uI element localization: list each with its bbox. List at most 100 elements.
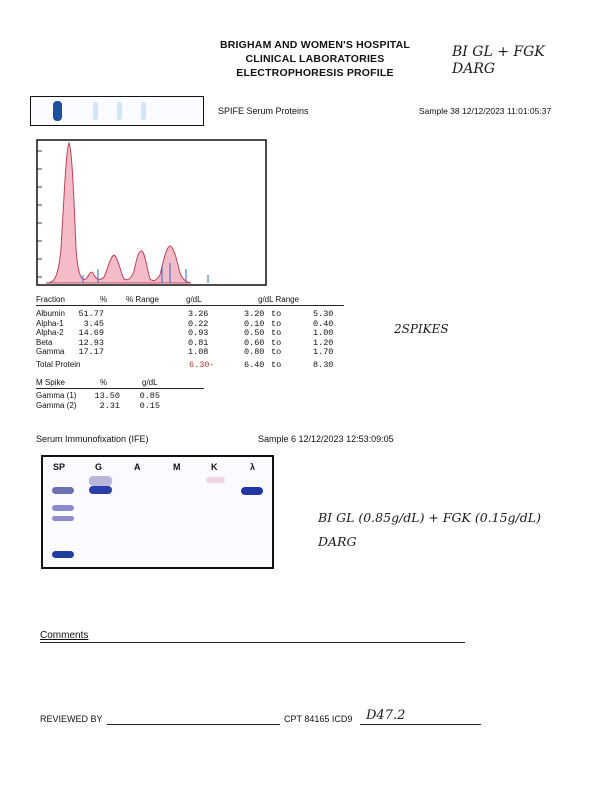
mspike-percent: 2.31: [99, 400, 120, 411]
sp-band: [52, 487, 74, 494]
sp-band: [52, 505, 74, 511]
col-mspike-percent: %: [100, 378, 108, 387]
fraction-row: Alpha-2 14.69 0.93 0.50 to 1.00: [36, 328, 346, 338]
reviewed-by-label: REVIEWED BY: [40, 714, 103, 724]
lane-a-label: A: [134, 462, 141, 472]
sp-band: [52, 551, 74, 558]
total-hi: 8.30: [313, 360, 334, 370]
fraction-range-to: to: [271, 337, 282, 348]
fraction-name: Alpha-1: [36, 318, 64, 328]
spife-title: SPIFE Serum Proteins: [218, 106, 309, 116]
faint-band: [117, 102, 122, 120]
fraction-percent: 12.93: [78, 337, 104, 348]
lambda-band: [241, 487, 263, 495]
col-percent-range: % Range: [126, 295, 159, 304]
fraction-row: Albumin 51.77 3.26 3.20 to 5.30: [36, 309, 346, 319]
fraction-range-high: 1.20: [313, 337, 334, 348]
ife-gel: SP G A M K λ: [41, 455, 274, 569]
fraction-range-low: 0.80: [244, 347, 265, 357]
lane-lambda-label: λ: [250, 462, 256, 472]
fraction-row: Gamma 17.17 1.08 0.80 to 1.70: [36, 347, 346, 357]
fraction-range-high: 1.70: [313, 347, 334, 357]
comments-line: [40, 642, 465, 643]
reviewed-by-line[interactable]: [107, 724, 280, 725]
fraction-range-low: 0.10: [244, 318, 265, 329]
ife-title: Serum Immunofixation (IFE): [36, 434, 149, 444]
mspike-rule: [36, 388, 204, 389]
densitometry-scan: [36, 139, 267, 286]
fraction-gdl: 0.93: [188, 328, 209, 338]
fraction-markers: [82, 263, 209, 283]
fraction-percent: 14.69: [78, 328, 104, 338]
total-to: to: [271, 360, 282, 370]
total-lo: 6.40: [244, 360, 265, 370]
fraction-range-high: 5.30: [313, 309, 334, 319]
albumin-band: [53, 101, 62, 121]
col-mspike: M Spike: [36, 378, 65, 387]
handwritten-2spikes: 2SPIKES: [394, 322, 449, 336]
fraction-row: Beta 12.93 0.81 0.60 to 1.20: [36, 337, 346, 348]
report-title: ELECTROPHORESIS PROFILE: [236, 67, 394, 79]
fraction-name: Albumin: [36, 309, 65, 318]
icd-line[interactable]: [360, 724, 481, 725]
fraction-percent: 51.77: [78, 309, 104, 319]
fraction-table-header: Fraction % % Range g/dL g/dL Range: [36, 295, 346, 304]
mspike-name: Gamma (1): [36, 391, 77, 400]
mspike-percent: 13.50: [94, 391, 120, 401]
ife-handnote-line-1: BI GL (0.85g/dL) + FGK (0.15g/dL): [318, 510, 541, 525]
col-mspike-gdl: g/dL: [142, 378, 158, 387]
handwritten-diagnosis: BI GL + FGK DARG: [452, 44, 545, 78]
mspike-header: M Spike % g/dL: [36, 378, 206, 387]
fraction-range-low: 3.20: [244, 309, 265, 319]
fraction-percent: 17.17: [78, 347, 104, 357]
total-label: Total Protein: [36, 360, 81, 369]
fraction-gdl: 0.22: [188, 318, 209, 329]
mspike-gdl: 0.85: [139, 391, 160, 401]
icd-code-handwritten: D47.2: [366, 708, 406, 723]
total-gdl: 6.30-: [189, 360, 215, 370]
fraction-percent: 3.45: [83, 318, 104, 329]
fraction-range-to: to: [271, 309, 282, 319]
sp-band: [52, 516, 74, 521]
hospital-name: BRIGHAM AND WOMEN'S HOSPITAL: [219, 39, 411, 51]
col-percent: %: [100, 295, 108, 304]
lane-m-label: M: [173, 462, 181, 472]
fraction-name: Beta: [36, 337, 53, 347]
fraction-name: Alpha-2: [36, 328, 64, 337]
fraction-gdl: 0.81: [188, 337, 209, 348]
spife-sample-info: Sample 38 12/12/2023 11:01:05:37: [419, 106, 552, 116]
col-gdl-range: g/dL Range: [258, 295, 300, 304]
report-header: BRIGHAM AND WOMEN'S HOSPITAL CLINICAL LA…: [170, 38, 460, 80]
fraction-range-high: 0.40: [313, 318, 334, 329]
faint-band: [93, 102, 98, 120]
fraction-gdl: 3.26: [188, 309, 209, 319]
col-gdl: g/dL: [186, 295, 202, 304]
ife-sample-info: Sample 6 12/12/2023 12:53:09:05: [258, 434, 394, 444]
mspike-row: Gamma (1) 13.50 0.85: [36, 391, 206, 401]
lab-name: CLINICAL LABORATORIES: [245, 53, 385, 65]
lane-sp-label: SP: [53, 462, 66, 472]
cpt-label: CPT 84165 ICD9: [284, 714, 353, 724]
fraction-range-low: 0.50: [244, 328, 265, 338]
mspike-row: Gamma (2) 2.31 0.15: [36, 400, 206, 411]
g-band: [89, 486, 112, 494]
fraction-row: Alpha-1 3.45 0.22 0.10 to 0.40: [36, 318, 346, 329]
gel-strip: [30, 96, 204, 126]
fraction-range-to: to: [271, 318, 282, 329]
protein-curve: [45, 141, 192, 284]
mspike-gdl: 0.15: [139, 400, 160, 411]
kappa-band-faint: [206, 477, 225, 483]
fraction-range-to: to: [271, 328, 282, 338]
table-rule: [36, 305, 344, 306]
comments-label: Comments: [40, 630, 89, 641]
faint-band: [141, 102, 146, 120]
lane-g-label: G: [95, 462, 103, 472]
y-axis-ticks: [37, 150, 42, 278]
fraction-range-to: to: [271, 347, 282, 357]
ife-handwritten-note: BI GL (0.85g/dL) + FGK (0.15g/dL) DARG: [318, 506, 541, 554]
fraction-range-high: 1.00: [313, 328, 334, 338]
g-band-faint: [89, 476, 112, 486]
fraction-gdl: 1.08: [188, 347, 209, 357]
handwritten-line-1: BI GL + FGK: [452, 44, 545, 60]
total-protein-row: Total Protein 6.30- 6.40 to 8.30: [36, 360, 346, 370]
